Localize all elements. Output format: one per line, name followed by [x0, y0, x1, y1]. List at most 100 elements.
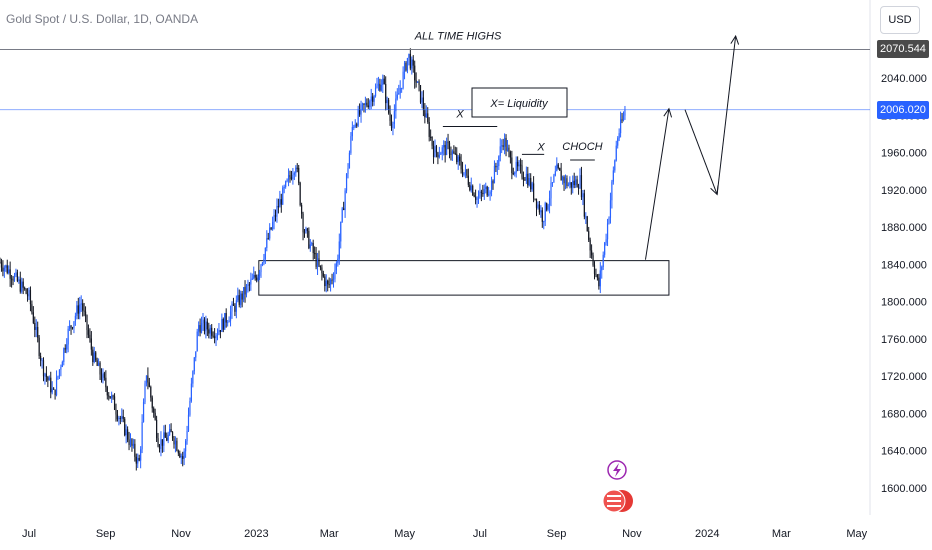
candle-body: [562, 176, 564, 181]
candle-body: [553, 175, 555, 183]
candle-body: [328, 284, 330, 286]
candle-body: [612, 170, 614, 182]
candle-body: [22, 281, 24, 288]
time-tick-label: May: [394, 528, 415, 540]
candle-body: [243, 287, 245, 300]
candle-body: [319, 265, 322, 268]
candle-body: [285, 181, 287, 187]
candle-body: [595, 273, 597, 276]
candle-body: [98, 362, 100, 366]
time-tick-label: Jul: [473, 528, 487, 540]
candle-body: [218, 330, 220, 335]
candle-body: [540, 210, 542, 213]
candle-body: [586, 216, 588, 232]
candle-body: [161, 439, 163, 446]
candle-body: [415, 80, 417, 83]
candle-body: [348, 152, 351, 169]
event-badges: [602, 460, 633, 513]
candle-body: [58, 369, 61, 377]
candle-body: [79, 304, 81, 314]
projection-leg-2: [684, 109, 718, 195]
liquidity-annotation: X= Liquidity: [489, 98, 549, 110]
candle-body: [0, 262, 1, 264]
candle-body: [26, 293, 29, 297]
candle-body: [406, 57, 409, 71]
candle-body: [393, 111, 395, 124]
candle-body: [99, 362, 101, 375]
candle-body: [69, 325, 71, 329]
candle-body: [87, 329, 90, 335]
demand-zone-layer: [258, 260, 670, 296]
candle-body: [63, 348, 65, 362]
currency-button[interactable]: USD: [880, 6, 920, 34]
candle-body: [469, 184, 471, 191]
candle-body: [214, 336, 216, 339]
time-axis[interactable]: Jul Sep Nov 2023 Mar May Jul Sep Nov 2024 Mar May: [22, 528, 868, 540]
candle-body: [377, 83, 380, 86]
candle-body: [409, 53, 411, 69]
candle-body: [89, 334, 91, 339]
candle-body: [401, 87, 403, 89]
candle-body: [488, 194, 490, 196]
candle-body: [48, 377, 50, 381]
candle-body: [501, 145, 503, 147]
time-tick-label: Mar: [772, 528, 791, 540]
candle-body: [166, 437, 168, 441]
candle-body: [209, 327, 211, 334]
candle-body: [525, 173, 527, 181]
candle-body: [437, 152, 439, 158]
candle-body: [9, 269, 11, 279]
candle-body: [493, 165, 496, 184]
candle-body: [573, 180, 575, 186]
symbol-title[interactable]: Gold Spot / U.S. Dollar, 1D, OANDA: [6, 12, 199, 26]
candle-body: [295, 167, 297, 174]
candle-body: [138, 457, 140, 461]
candle-body: [227, 322, 229, 324]
candle-body: [476, 198, 478, 200]
candle-body: [382, 78, 384, 85]
candle-body: [144, 383, 146, 403]
candle-body: [153, 408, 155, 413]
candle-body: [421, 97, 423, 103]
candle-body: [602, 254, 604, 267]
candle-body: [169, 429, 171, 435]
candle-body: [100, 374, 103, 381]
candle-body: [361, 103, 364, 105]
candle-body: [517, 161, 519, 167]
candle-body: [279, 199, 281, 208]
time-tick-label: 2024: [695, 528, 719, 540]
candle-body: [216, 334, 219, 336]
candle-body: [257, 275, 259, 281]
candle-body: [37, 326, 39, 338]
candle-body: [71, 327, 74, 329]
candle-body: [531, 183, 533, 190]
candle-body: [131, 439, 133, 446]
candle-body: [434, 146, 436, 157]
candle-body: [477, 196, 480, 199]
candle-body: [521, 165, 523, 178]
candle-body: [585, 216, 587, 218]
candle-body: [528, 178, 530, 186]
candle-body: [419, 85, 422, 103]
candle-body: [543, 221, 545, 223]
candle-body: [485, 186, 487, 190]
candle-body: [29, 290, 32, 305]
candle-body: [447, 141, 449, 143]
candle-body: [512, 173, 514, 175]
candle-body: [569, 182, 571, 185]
candle-body: [579, 175, 581, 189]
us-flag-stripe: [607, 500, 621, 502]
candle-body: [315, 253, 317, 267]
candle-body: [305, 228, 307, 233]
candle-body: [96, 360, 98, 366]
liquidity-x-label-2: X: [536, 141, 545, 153]
candle-body: [115, 409, 117, 415]
candle-body: [263, 258, 265, 263]
candle-body: [258, 272, 261, 276]
candle-body: [108, 395, 110, 397]
candle-body: [137, 457, 139, 464]
candle-body: [451, 151, 453, 155]
candle-body: [424, 109, 426, 118]
candle-body: [443, 144, 445, 148]
